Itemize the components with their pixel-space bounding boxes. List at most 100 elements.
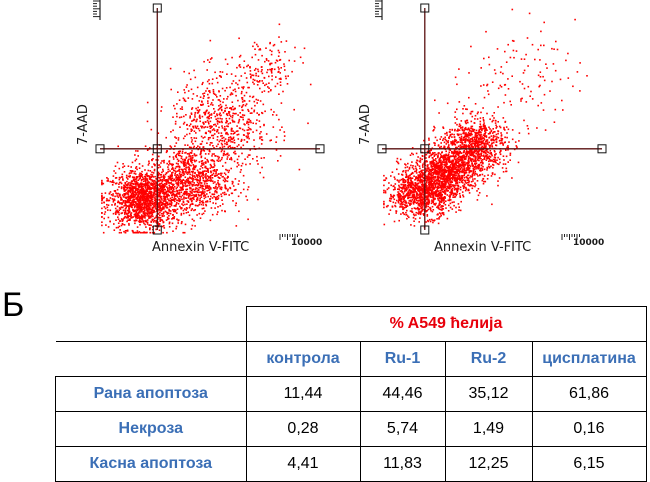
scatter-point — [194, 209, 196, 211]
scatter-point — [228, 172, 230, 174]
scatter-point — [103, 197, 105, 199]
scatter-point — [172, 172, 174, 174]
scatter-point — [408, 217, 410, 219]
scatter-point — [188, 163, 190, 165]
scatter-point — [170, 187, 172, 189]
scatter-point — [450, 207, 452, 209]
scatter-point — [188, 201, 190, 203]
scatter-point — [187, 189, 189, 191]
scatter-point — [209, 201, 211, 203]
scatter-point — [256, 99, 258, 101]
scatter-point — [213, 124, 215, 126]
scatter-point — [255, 123, 257, 125]
scatter-point — [242, 101, 244, 103]
scatter-point — [224, 110, 226, 112]
scatter-point — [149, 232, 151, 234]
scatter-point — [185, 166, 187, 168]
scatter-point — [163, 184, 165, 186]
scatter-point — [164, 176, 166, 178]
scatter-point — [252, 122, 254, 124]
scatter-point — [395, 202, 397, 204]
scatter-point — [448, 210, 450, 212]
scatter-point — [385, 190, 387, 192]
scatter-point — [202, 104, 204, 106]
scatter-point — [171, 175, 173, 177]
scatter-point — [148, 203, 150, 205]
scatter-point — [230, 94, 232, 96]
scatter-point — [220, 95, 222, 97]
scatter-point — [184, 92, 186, 94]
scatter-point — [232, 200, 234, 202]
scatter-point — [183, 123, 185, 125]
scatter-point — [211, 142, 213, 144]
scatter-point — [234, 139, 236, 141]
scatter-point — [186, 84, 188, 86]
scatter-point — [180, 108, 182, 110]
scatter-point — [246, 103, 248, 105]
scatter-point — [219, 114, 221, 116]
scatter-point — [226, 133, 228, 135]
scatter-point — [208, 79, 210, 81]
scatter-point — [206, 69, 208, 71]
scatter-point — [443, 203, 445, 205]
scatter-point — [417, 174, 419, 176]
scatter-point — [226, 73, 228, 75]
scatter-point — [125, 232, 127, 234]
scatter-point — [215, 125, 217, 127]
scatter-point — [224, 210, 226, 212]
scatter-point — [165, 196, 167, 198]
scatter-point — [201, 164, 203, 166]
scatter-point — [191, 171, 193, 173]
scatter-point — [437, 198, 439, 200]
scatter-point — [169, 203, 171, 205]
scatter-point — [200, 184, 202, 186]
scatter-point — [425, 184, 427, 186]
scatter-point — [430, 221, 432, 223]
scatter-point — [416, 170, 418, 172]
scatter-point — [429, 184, 431, 186]
scatter-point — [206, 168, 208, 170]
scatter-point — [231, 57, 233, 59]
scatter-point — [442, 198, 444, 200]
scatter-point — [128, 201, 130, 203]
scatter-point — [199, 121, 201, 123]
scatter-point — [221, 118, 223, 120]
scatter-point — [238, 138, 240, 140]
scatter-point — [416, 163, 418, 165]
scatter-point — [147, 188, 149, 190]
scatter-point — [224, 194, 226, 196]
scatter-point — [176, 103, 178, 105]
scatter-point — [227, 189, 229, 191]
scatter-point — [248, 119, 250, 121]
scatter-point — [202, 146, 204, 148]
scatter-point — [230, 136, 232, 138]
scatter-point — [128, 224, 130, 226]
scatter-point — [172, 116, 174, 118]
scatter-point — [256, 80, 258, 82]
scatter-point — [231, 130, 233, 132]
scatter-point — [177, 220, 179, 222]
scatter-point — [135, 205, 137, 207]
scatter-point — [142, 196, 144, 198]
scatter-point — [211, 155, 213, 157]
scatter-point — [245, 105, 247, 107]
scatter-point — [179, 192, 181, 194]
scatter-plot-left-svg: 7-AAD Annexin V-FITC 10000 — [80, 0, 320, 260]
scatter-point — [416, 195, 418, 197]
scatter-point — [112, 193, 114, 195]
scatter-point — [199, 100, 201, 102]
scatter-point — [147, 219, 149, 221]
scatter-point — [390, 185, 392, 187]
scatter-point — [133, 199, 135, 201]
scatter-point — [167, 202, 169, 204]
scatter-point — [119, 177, 121, 179]
scatter-point — [220, 107, 222, 109]
scatter-point — [197, 170, 199, 172]
scatter-point — [432, 152, 434, 154]
scatter-point — [203, 213, 205, 215]
scatter-point — [258, 59, 260, 61]
scatter-point — [182, 108, 184, 110]
scatter-point — [186, 157, 188, 159]
scatter-point — [124, 190, 126, 192]
scatter-point — [151, 215, 153, 217]
